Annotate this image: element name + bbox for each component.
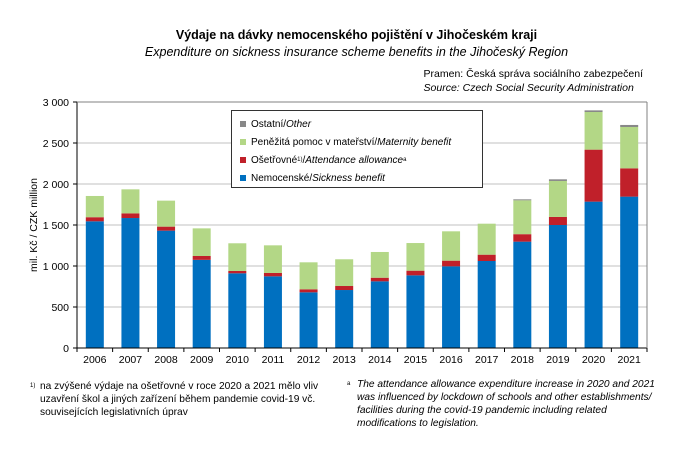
bar-attendance-allowance-2016: [442, 260, 461, 267]
chart-subtitle: Expenditure on sickness insurance scheme…: [144, 45, 569, 59]
bar-sickness-benefit-2006: [85, 221, 104, 348]
legend-swatch-maternity: [240, 139, 246, 145]
bar-maternity-benefit-2015: [406, 243, 425, 271]
x-tick-label: 2014: [368, 354, 392, 366]
x-tick-label: 2009: [190, 354, 214, 366]
bar-maternity-benefit-2018: [513, 200, 532, 235]
bars: [85, 110, 639, 348]
bar-attendance-allowance-2020: [584, 149, 603, 202]
bar-attendance-allowance-2017: [477, 254, 496, 261]
bar-sickness-benefit-2019: [548, 225, 567, 348]
bar-maternity-benefit-2011: [263, 245, 282, 273]
legend-item-maternity: Peněžitá pomoc v mateřství / Maternity b…: [240, 133, 482, 151]
bar-attendance-allowance-2006: [85, 217, 104, 222]
bar-maternity-benefit-2019: [548, 180, 567, 217]
legend-item-attendance: Ošetřovné 1) / Attendance allowance a: [240, 151, 482, 169]
y-tick-label: 0: [63, 343, 69, 355]
bar-maternity-benefit-2021: [620, 127, 639, 169]
bar-sickness-benefit-2017: [477, 260, 496, 348]
legend-swatch-sickness: [240, 175, 246, 181]
bar-maternity-benefit-2010: [228, 243, 247, 272]
bar-other-2019: [548, 179, 567, 181]
x-tick-label: 2007: [119, 354, 143, 366]
bar-sickness-benefit-2015: [406, 275, 425, 348]
x-tick-label: 2020: [582, 354, 606, 366]
bar-sickness-benefit-2021: [620, 196, 639, 348]
x-tick-label: 2013: [333, 354, 357, 366]
bar-maternity-benefit-2013: [335, 259, 354, 287]
bar-maternity-benefit-2016: [442, 231, 461, 261]
legend-item-other: Ostatní / Other: [240, 115, 482, 133]
bar-maternity-benefit-2012: [299, 262, 318, 290]
x-tick-label: 2011: [262, 354, 285, 366]
bar-maternity-benefit-2014: [370, 251, 389, 278]
bar-attendance-allowance-2011: [263, 272, 282, 277]
bar-attendance-allowance-2007: [121, 213, 140, 219]
bar-other-2020: [584, 110, 603, 113]
x-tick-label: 2021: [618, 354, 642, 366]
bar-sickness-benefit-2014: [370, 281, 389, 348]
legend-swatch-attendance: [240, 157, 246, 163]
y-tick-labels: 0 500 1 000 1 500 2 000 2 500 3 000: [43, 97, 69, 355]
y-tick-label: 2 500: [43, 138, 69, 150]
legend-swatch-other: [240, 121, 246, 127]
bar-sickness-benefit-2012: [299, 292, 318, 348]
y-axis-label: mil. Kč / CZK million: [28, 178, 40, 272]
bar-maternity-benefit-2017: [477, 223, 496, 255]
legend: Ostatní / Other Peněžitá pomoc v mateřst…: [231, 110, 483, 188]
bar-other-2021: [620, 124, 639, 128]
x-tick-label: 2006: [83, 354, 107, 366]
source-en: Source: Czech Social Security Administra…: [423, 82, 634, 94]
y-tick-label: 2 000: [43, 179, 69, 191]
x-tick-label: 2012: [297, 354, 321, 366]
x-tick-label: 2019: [546, 354, 570, 366]
bar-attendance-allowance-2018: [513, 234, 532, 242]
x-tick-labels: 2006 2007 2008 2009 2010 2011 2012 2013 2014 2015…: [83, 354, 641, 366]
legend-item-sickness: Nemocenské / Sickness benefit: [240, 169, 482, 187]
source-note: Pramen: Česká správa sociálního zabezpeč…: [424, 67, 643, 95]
axes: [73, 101, 648, 352]
bar-sickness-benefit-2008: [157, 230, 176, 348]
x-tick-label: 2017: [475, 354, 499, 366]
bar-attendance-allowance-2010: [228, 271, 247, 274]
y-tick-label: 500: [51, 302, 69, 314]
bar-maternity-benefit-2009: [192, 228, 211, 256]
bar-sickness-benefit-2018: [513, 241, 532, 348]
y-tick-label: 1 500: [43, 220, 69, 232]
bar-attendance-allowance-2012: [299, 289, 318, 293]
chart-title: Výdaje na dávky nemocenského pojištění v…: [175, 28, 538, 42]
bar-maternity-benefit-2007: [121, 189, 140, 214]
bar-sickness-benefit-2011: [263, 276, 282, 348]
bar-maternity-benefit-2008: [157, 200, 176, 227]
bar-attendance-allowance-2009: [192, 255, 211, 260]
bar-maternity-benefit-2020: [584, 112, 603, 150]
bar-other-2018: [513, 199, 532, 201]
x-tick-label: 2015: [404, 354, 428, 366]
footnote-cz: 1) na zvýšené výdaje na ošetřovné v roce…: [30, 381, 319, 418]
bar-sickness-benefit-2016: [442, 266, 461, 348]
bar-sickness-benefit-2010: [228, 273, 247, 348]
bar-maternity-benefit-2006: [85, 195, 104, 218]
bar-attendance-allowance-2015: [406, 270, 425, 276]
x-tick-label: 2008: [154, 354, 178, 366]
bar-attendance-allowance-2019: [548, 216, 567, 225]
x-tick-label: 2016: [439, 354, 463, 366]
bar-attendance-allowance-2008: [157, 226, 176, 231]
y-tick-label: 3 000: [43, 97, 69, 109]
x-tick-label: 2010: [226, 354, 250, 366]
footnote-en: a The attendance allowance expenditure i…: [347, 379, 655, 429]
bar-sickness-benefit-2020: [584, 201, 603, 348]
x-tick-label: 2018: [511, 354, 535, 366]
bar-sickness-benefit-2013: [335, 290, 354, 348]
bar-sickness-benefit-2007: [121, 218, 140, 348]
bar-attendance-allowance-2013: [335, 286, 354, 291]
bar-attendance-allowance-2021: [620, 168, 639, 197]
y-tick-label: 1 000: [43, 261, 69, 273]
bar-sickness-benefit-2009: [192, 259, 211, 348]
source-cz: Pramen: Česká správa sociálního zabezpeč…: [423, 68, 643, 80]
bar-attendance-allowance-2014: [370, 277, 389, 282]
